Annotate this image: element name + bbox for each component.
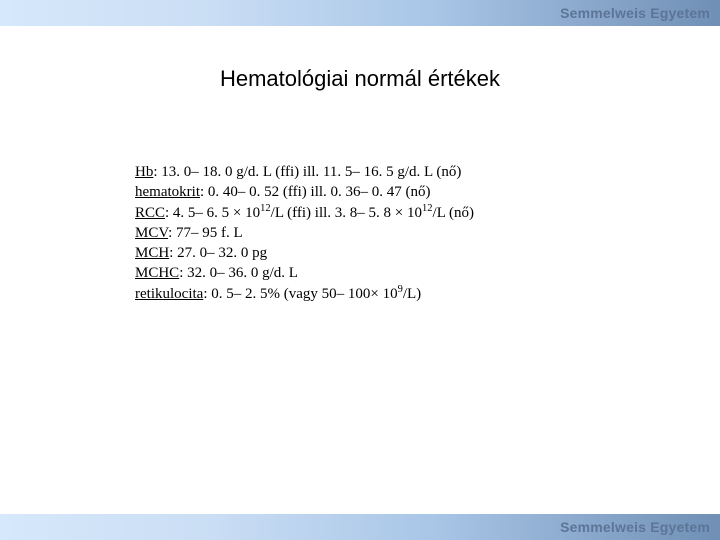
value-rcc-a: : 4. 5– 6. 5 × 10 (165, 205, 260, 221)
bottom-banner: Semmelweis Egyetem (0, 514, 720, 540)
value-retic-a: : 0. 5– 2. 5% (vagy 50– 100× 10 (203, 286, 397, 302)
top-banner-text: Semmelweis Egyetem (560, 5, 710, 21)
line-hb: Hb: 13. 0– 18. 0 g/d. L (ffi) ill. 11. 5… (135, 162, 615, 182)
sup-rcc-b: 12 (422, 203, 433, 214)
value-mchc: : 32. 0– 36. 0 g/d. L (179, 265, 298, 281)
value-hb: : 13. 0– 18. 0 g/d. L (ffi) ill. 11. 5– … (153, 164, 461, 180)
sup-rcc-a: 12 (260, 203, 271, 214)
line-hematokrit: hematokrit: 0. 40– 0. 52 (ffi) ill. 0. 3… (135, 182, 615, 202)
value-mcv: : 77– 95 f. L (168, 225, 243, 241)
label-mchc: MCHC (135, 265, 179, 281)
line-mch: MCH: 27. 0– 32. 0 pg (135, 243, 615, 263)
value-rcc-b: /L (ffi) ill. 3. 8– 5. 8 × 10 (271, 205, 422, 221)
value-rcc-c: /L (nő) (433, 205, 475, 221)
bottom-banner-text: Semmelweis Egyetem (560, 519, 710, 535)
slide-body: Hb: 13. 0– 18. 0 g/d. L (ffi) ill. 11. 5… (135, 162, 615, 304)
line-mcv: MCV: 77– 95 f. L (135, 223, 615, 243)
label-hb: Hb (135, 164, 153, 180)
value-retic-b: /L) (403, 286, 421, 302)
slide-title: Hematológiai normál értékek (0, 66, 720, 92)
line-mchc: MCHC: 32. 0– 36. 0 g/d. L (135, 263, 615, 283)
label-mcv: MCV (135, 225, 168, 241)
label-hematokrit: hematokrit (135, 184, 200, 200)
label-retic: retikulocita (135, 286, 203, 302)
top-banner: Semmelweis Egyetem (0, 0, 720, 26)
value-mch: : 27. 0– 32. 0 pg (169, 245, 267, 261)
value-hematokrit: : 0. 40– 0. 52 (ffi) ill. 0. 36– 0. 47 (… (200, 184, 431, 200)
line-rcc: RCC: 4. 5– 6. 5 × 1012/L (ffi) ill. 3. 8… (135, 203, 615, 223)
label-rcc: RCC (135, 205, 165, 221)
label-mch: MCH (135, 245, 169, 261)
line-retic: retikulocita: 0. 5– 2. 5% (vagy 50– 100×… (135, 284, 615, 304)
